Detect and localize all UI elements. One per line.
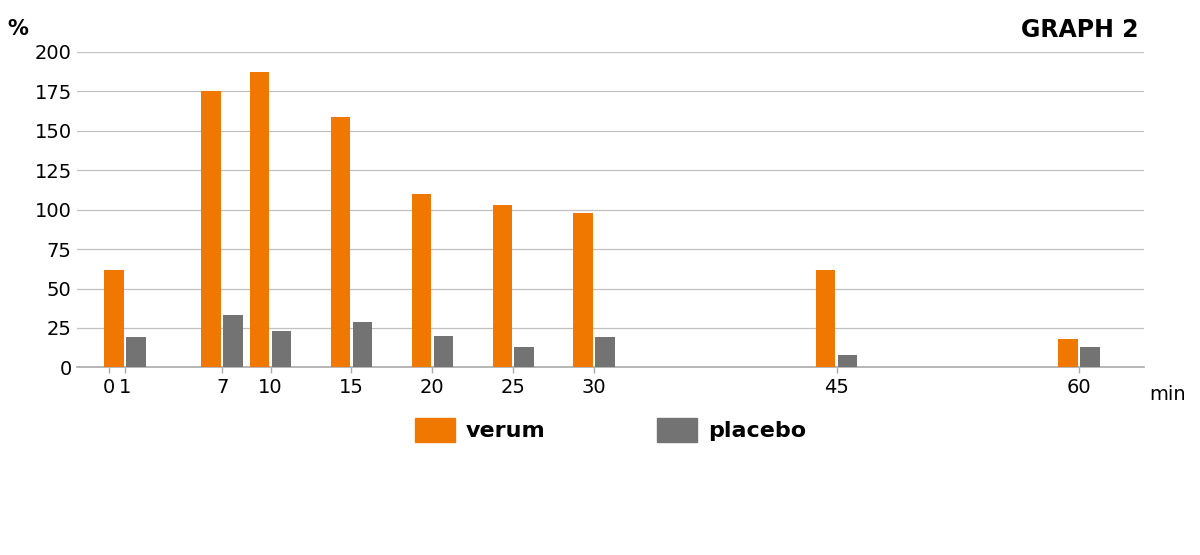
Bar [104,270,124,367]
Bar [412,194,431,367]
Bar [353,322,372,367]
Bar [1080,347,1099,367]
Bar [250,72,269,367]
Text: min: min [1150,385,1186,404]
Bar [433,336,452,367]
Bar [816,270,835,367]
Text: GRAPH 2: GRAPH 2 [1021,18,1139,42]
Bar [272,331,292,367]
Bar [492,205,512,367]
Bar [1058,339,1078,367]
Bar [515,347,534,367]
Y-axis label: %: % [7,19,29,39]
Bar [838,355,857,367]
Bar [223,315,242,367]
Bar [202,91,221,367]
Bar [331,117,350,367]
Bar [126,337,145,367]
Bar [574,213,593,367]
Bar [595,337,614,367]
Legend: verum, placebo: verum, placebo [406,409,815,451]
